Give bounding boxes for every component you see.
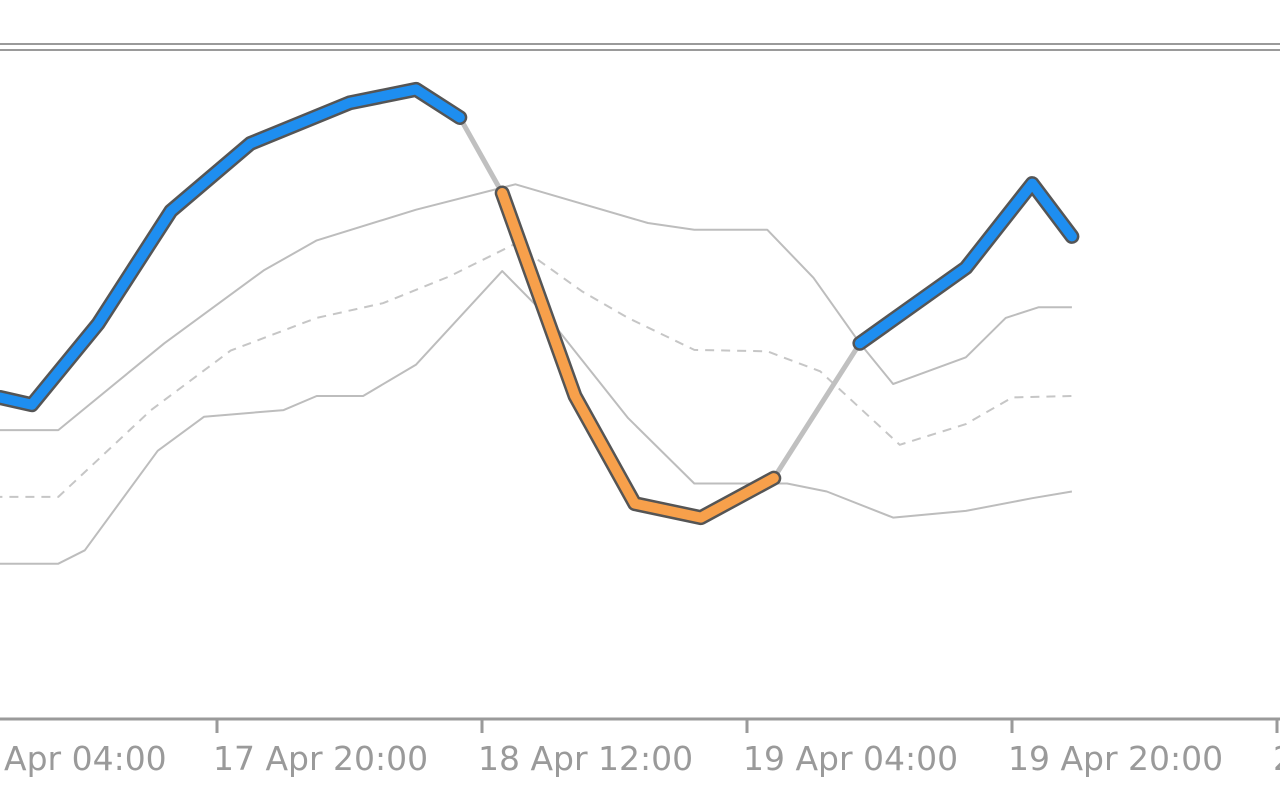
x-axis: Apr 04:00 17 Apr 20:00 18 Apr 12:00 19 Apr … [0,717,1280,778]
series-middle-line [0,242,1072,498]
main-line-transition-3 [771,340,863,481]
series-lower-band [0,270,1073,565]
main-line-up-4 [854,178,1077,349]
x-tick-label-5: 2 [1273,739,1280,778]
x-tick-label-0: Apr 04:00 [4,739,167,778]
x-tick-label-4: 19 Apr 20:00 [1008,739,1223,778]
main-line-up-0 [0,84,465,410]
main-line-transition-1 [457,115,505,196]
x-tick-label-3: 19 Apr 04:00 [743,739,958,778]
series-layer [0,81,1080,565]
x-tick-label-2: 18 Apr 12:00 [478,739,693,778]
main-line-down-2 [497,188,779,523]
series-upper-band [0,183,1072,432]
x-tick-label-1: 17 Apr 20:00 [213,739,428,778]
main-line-down-outline-2 [494,185,782,526]
chart-frame [0,43,1280,51]
